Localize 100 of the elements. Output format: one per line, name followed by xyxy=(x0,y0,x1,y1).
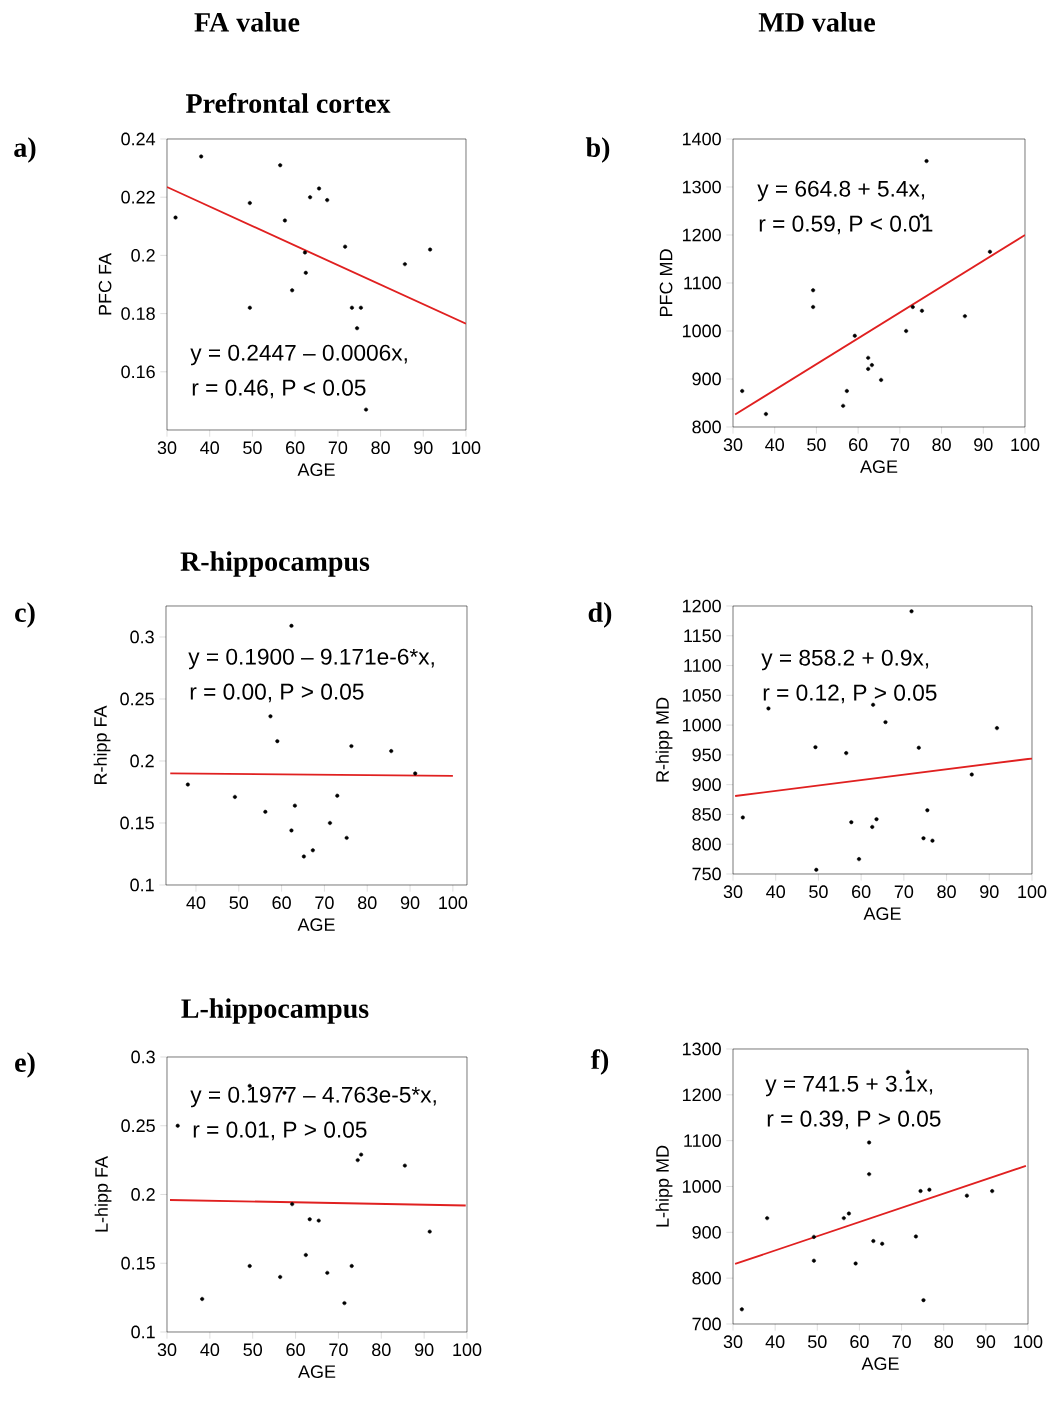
point xyxy=(301,854,306,859)
point xyxy=(916,745,921,750)
annotation: r = 0.46, P < 0.05 xyxy=(192,379,366,399)
x-tick-label: 50 xyxy=(243,441,262,455)
point xyxy=(278,1274,283,1279)
y-tick-label: 0.3 xyxy=(131,1050,155,1064)
point xyxy=(866,355,871,360)
y-tick-label: 1000 xyxy=(682,324,721,338)
x-tick-label: 90 xyxy=(414,1343,434,1357)
y-tick-label: 1300 xyxy=(682,1042,721,1056)
x-axis-title: AGE xyxy=(861,1357,899,1370)
x-tick-label: 100 xyxy=(1011,438,1040,452)
point xyxy=(930,838,935,843)
x-tick-label: 100 xyxy=(453,1343,482,1357)
point xyxy=(883,720,888,725)
y-axis-title: PFC MD xyxy=(659,249,673,317)
x-tick-label: 80 xyxy=(937,885,956,899)
point xyxy=(247,1263,252,1268)
point xyxy=(359,1152,364,1157)
y-tick-label: 1200 xyxy=(682,1088,721,1102)
annotation: y = 0.1977 – 4.763e-5*x, xyxy=(190,1086,436,1108)
y-axis-title: L-hipp MD xyxy=(655,1145,673,1227)
text: c) xyxy=(15,602,35,628)
point xyxy=(814,867,819,872)
y-tick-label: 0.2 xyxy=(130,754,154,768)
annotation: y = 0.1900 – 9.171e-6*x, xyxy=(188,648,434,670)
point xyxy=(867,1140,872,1145)
x-tick-label: 90 xyxy=(974,438,993,452)
y-tick-label: 800 xyxy=(692,837,721,851)
x-tick-label: 80 xyxy=(371,441,390,455)
point xyxy=(879,377,884,382)
point xyxy=(175,1123,180,1128)
point xyxy=(200,1296,205,1301)
point xyxy=(263,809,268,814)
x-tick-label: 40 xyxy=(765,438,785,452)
chart-title: R-hippocampus xyxy=(180,551,370,577)
y-tick-label: 0.2 xyxy=(131,1188,155,1201)
point xyxy=(871,702,876,707)
text: MD value xyxy=(758,12,875,32)
y-tick-label: 1100 xyxy=(684,276,721,290)
x-tick-label: 80 xyxy=(932,438,951,452)
chart-title: L-hippocampus xyxy=(181,998,369,1024)
x-tick-label: 70 xyxy=(328,441,348,455)
point xyxy=(355,326,360,331)
point xyxy=(841,1216,846,1221)
point xyxy=(870,824,875,829)
y-tick-label: 800 xyxy=(692,420,721,434)
point xyxy=(853,1261,858,1266)
y-axis-title: R-hipp MD xyxy=(655,697,673,782)
y-tick-label: 0.1 xyxy=(130,878,154,892)
point xyxy=(275,739,280,744)
x-tick-label: 30 xyxy=(723,438,743,452)
x-tick-label: 30 xyxy=(723,1335,743,1349)
y-tick-label: 1000 xyxy=(682,1180,721,1193)
y-tick-label: 1300 xyxy=(682,180,721,194)
point xyxy=(278,163,283,168)
point xyxy=(289,623,294,628)
y-tick-label: 1100 xyxy=(684,1134,721,1148)
x-tick-label: 50 xyxy=(809,885,828,899)
point xyxy=(317,186,322,191)
point xyxy=(962,314,967,319)
y-tick-label: 750 xyxy=(692,867,721,881)
point xyxy=(904,328,909,333)
point xyxy=(844,388,849,393)
y-tick-label: 0.24 xyxy=(121,132,156,146)
annotation: y = 741.5 + 3.1x, xyxy=(765,1075,933,1097)
y-tick-label: 1100 xyxy=(684,659,721,672)
point xyxy=(811,1258,816,1263)
point xyxy=(880,1241,885,1246)
point xyxy=(247,305,252,310)
point xyxy=(919,308,924,313)
point xyxy=(852,333,857,338)
point xyxy=(905,1069,910,1074)
point xyxy=(355,1158,360,1163)
x-tick-label: 90 xyxy=(980,885,999,899)
x-tick-label: 80 xyxy=(934,1335,954,1349)
point xyxy=(969,772,974,777)
point xyxy=(849,820,854,825)
annotation: r = 0.00, P > 0.05 xyxy=(190,683,364,703)
y-tick-label: 1050 xyxy=(682,688,721,702)
point xyxy=(325,1270,330,1275)
point xyxy=(910,304,915,309)
point xyxy=(964,1193,969,1198)
y-axis-title: PFC FA xyxy=(98,253,112,315)
text: f) xyxy=(590,1049,609,1075)
x-tick-label: 30 xyxy=(157,1343,177,1357)
y-tick-label: 0.15 xyxy=(120,816,154,830)
x-tick-label: 70 xyxy=(894,885,914,899)
annotation: y = 664.8 + 5.4x, xyxy=(757,180,925,202)
point xyxy=(173,215,178,220)
point xyxy=(994,726,999,731)
point xyxy=(316,1218,321,1223)
point xyxy=(918,1189,923,1194)
point xyxy=(402,1163,407,1168)
point xyxy=(325,198,330,203)
x-tick-label: 90 xyxy=(400,896,420,910)
point xyxy=(303,1252,308,1257)
chart-title: Prefrontal cortex xyxy=(185,92,391,113)
y-tick-label: 0.25 xyxy=(120,692,154,706)
x-tick-label: 60 xyxy=(286,1343,305,1357)
